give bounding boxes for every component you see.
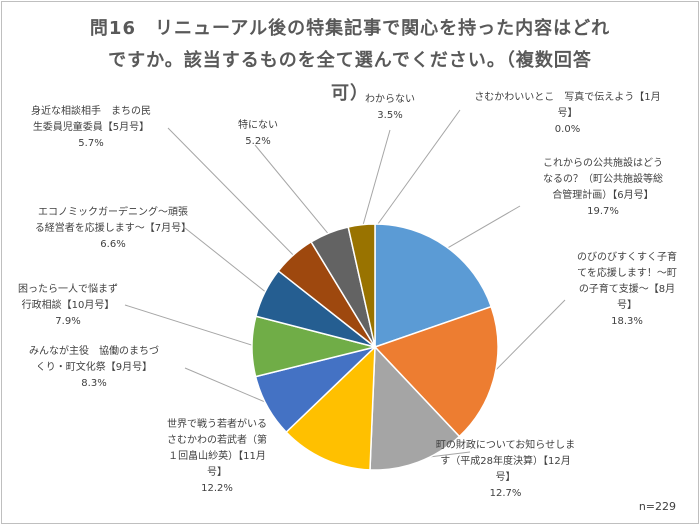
slice-label-text: 行政相談【10月号】	[21, 300, 115, 311]
slice-label: 身近な相談相手 まちの民 生委員児童委員【5月号】 5.7%	[8, 104, 174, 152]
leader-line	[443, 205, 521, 251]
slice-label: 困ったら一人で悩まず 行政相談【10月号】 7.9%	[12, 282, 124, 330]
chart-title-line-2: ですか。該当するものを全て選んでください。（複数回答	[108, 50, 592, 71]
slice-label-text: みんなが主役 協働のまちづ	[29, 346, 159, 357]
pie-slice	[347, 223, 376, 348]
slice-value-label: 12.7%	[489, 488, 522, 499]
slice-label: さむかわいいとこ 写真で伝えよう【1月 号】 0.0%	[440, 90, 695, 138]
slice-label-text: 特にない	[238, 120, 278, 131]
pie-slice	[369, 345, 461, 471]
slice-label-text: エコノミックガーデニング～頑張	[38, 207, 188, 218]
slice-value-label: 19.7%	[587, 206, 619, 217]
slice-label-text: くり・町文化祭【9月号】	[35, 362, 153, 373]
slice-value-label: 5.2%	[245, 136, 271, 147]
slice-label-text: わからない	[365, 94, 415, 105]
slice-label-text: 町の財政についてお知らせしま	[435, 440, 576, 451]
slice-label-text: さむかわいいとこ 写真で伝えよう【1月	[474, 92, 661, 103]
sample-size-note: n=229	[638, 500, 676, 513]
slice-label-text: 号】	[557, 108, 578, 119]
chart-title-line-1: 問16 リニューアル後の特集記事で関心を持った内容はどれ	[89, 18, 611, 39]
slice-label: わからない 3.5%	[355, 92, 425, 124]
slice-label-text: てを応援します！～町	[577, 268, 677, 279]
leader-line	[374, 109, 461, 229]
chart-title-line-3: 可）	[331, 83, 369, 104]
slice-label: 町の財政についてお知らせしま す（平成28年度決算）【12月 号】 12.7%	[418, 438, 593, 502]
slice-label-text: 号】	[207, 467, 227, 478]
slice-label-text: 号】	[495, 472, 516, 483]
slice-label-text: 合管理計画）【6月号】	[552, 190, 654, 201]
slice-label-text: 生委員児童委員【5月号】	[32, 122, 150, 133]
slice-label-text: なるの？（町公共施設等総	[543, 174, 663, 185]
slice-value-label: 8.3%	[81, 378, 107, 389]
slice-label: みんなが主役 協働のまちづ くり・町文化祭【9月号】 8.3%	[8, 344, 180, 392]
slice-label-text: 世界で戦う若者がいる	[167, 419, 267, 430]
slice-value-label: 12.2%	[201, 483, 233, 494]
slice-label-text: 号】	[617, 300, 637, 311]
pie-slice	[285, 345, 376, 471]
pie-slice	[373, 305, 499, 438]
slice-value-label: 5.7%	[78, 138, 104, 149]
slice-label-text: さむかわの若武者（第	[167, 435, 267, 446]
leader-line	[124, 304, 257, 347]
slice-label-text: 身近な相談相手 まちの民	[31, 106, 151, 117]
leader-line	[490, 299, 566, 376]
slice-value-label: 18.3%	[611, 316, 643, 327]
slice-label: 世界で戦う若者がいる さむかわの若武者（第 １回畠山紗英）【11月 号】 12.2%	[148, 417, 286, 497]
slice-value-label: 7.9%	[55, 316, 81, 327]
slice-label: 特にない 5.2%	[228, 118, 288, 150]
leader-line	[361, 129, 391, 229]
slice-label-text: す（平成28年度決算）【12月	[440, 456, 571, 467]
slice-label-text: のびのびすくすく子育	[577, 252, 677, 263]
leader-line	[167, 127, 297, 259]
leader-line	[184, 367, 271, 405]
slice-label: エコノミックガーデニング～頑張 る経営者を応援します～【7月号】 6.6%	[8, 205, 218, 253]
slice-label-text: これからの公共施設はどう	[543, 158, 663, 169]
slice-label-text: １回畠山紗英）【11月	[168, 451, 266, 462]
slice-label-text: る経営者を応援します～【7月号】	[34, 223, 192, 234]
slice-value-label: 3.5%	[377, 110, 403, 121]
slice-label: のびのびすくすく子育 てを応援します！～町 の子育て支援～【8月 号】 18.3%	[573, 250, 681, 330]
leader-line	[254, 144, 331, 237]
leader-line	[184, 227, 269, 295]
slice-label-text: の子育て支援～【8月	[578, 284, 676, 295]
slice-value-label: 0.0%	[554, 124, 581, 135]
slice-value-label: 6.6%	[100, 239, 126, 250]
slice-label-text: 困ったら一人で悩まず	[18, 284, 118, 295]
slice-label: これからの公共施設はどう なるの？（町公共施設等総 合管理計画）【6月号】 19.7%	[528, 156, 678, 220]
